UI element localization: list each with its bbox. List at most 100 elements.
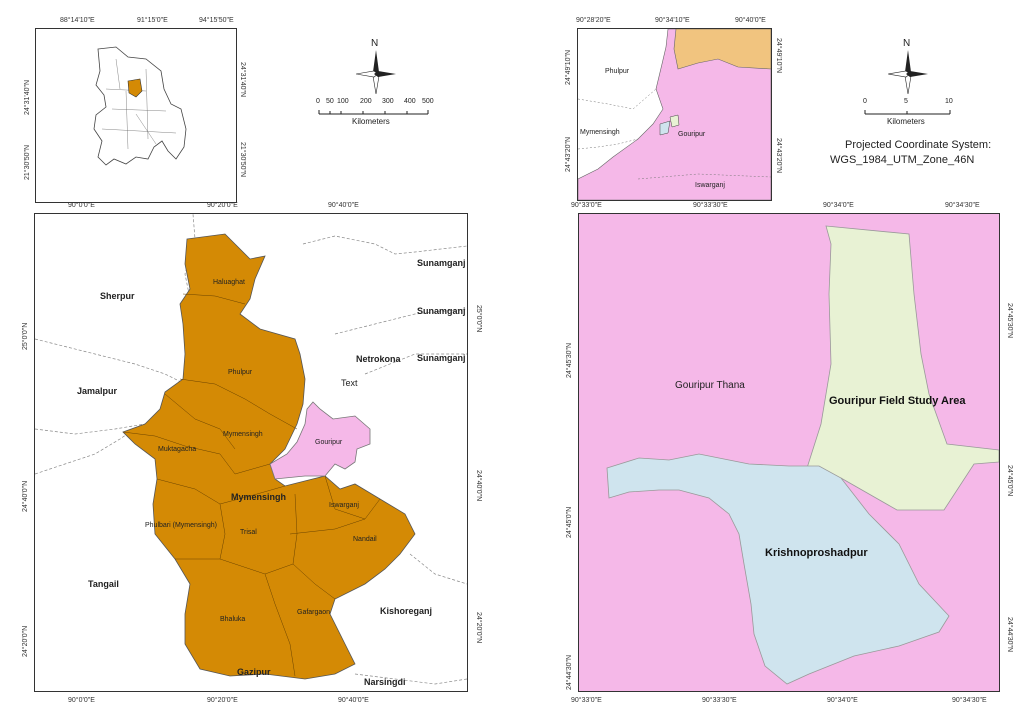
left-scale-tick-200: 200	[360, 98, 372, 105]
bangladesh-outline	[93, 46, 187, 166]
right-main-bottom-tick-3: 90°34'0"E	[827, 697, 858, 704]
left-inset-right-tick-2: 21°30'50"N	[239, 142, 246, 178]
right-main-right-tick-1: 24°45'30"N	[1006, 303, 1013, 339]
left-main-bottom-tick-3: 90°40'0"E	[338, 697, 369, 704]
right-inset-top-tick-1: 90°28'20"E	[576, 17, 611, 24]
left-scale-tick-0: 0	[316, 98, 320, 105]
center-label-mymensingh: Mymensingh	[231, 492, 287, 502]
right-north-arrow: N	[888, 38, 928, 98]
left-main-left-tick-1: 25°0'0"N	[22, 322, 29, 350]
right-inset-left-tick-1: 24°49'10"N	[565, 49, 572, 85]
inset-orange-area	[673, 29, 771, 70]
inset-label-mymensingh: Mymensingh	[580, 129, 620, 136]
inset-label-iswarganj: Iswarganj	[695, 182, 725, 189]
label-study-area: Gouripur Field Study Area	[829, 395, 966, 407]
district-label-narsingdi: Narsingdi	[364, 677, 406, 687]
right-main-top-tick-4: 90°34'30"E	[945, 202, 980, 209]
left-inset-left-tick-1: 24°31'40"N	[24, 79, 31, 115]
right-main-top-tick-2: 90°33'30"E	[693, 202, 728, 209]
left-main-right-tick-3: 24°20'0"N	[475, 612, 482, 644]
upazila-label-haluaghat: Haluaghat	[213, 279, 245, 286]
district-label-sunamganj-3: Sunamganj	[417, 353, 466, 363]
mymensingh-district	[122, 233, 416, 680]
left-inset-right-tick-1: 24°31'40"N	[239, 62, 246, 98]
left-scale-unit: Kilometers	[352, 117, 390, 126]
right-main-top-tick-1: 90°33'0"E	[571, 202, 602, 209]
right-inset-svg	[578, 29, 771, 200]
upazila-label-phulbari: Phulbari (Mymensingh)	[145, 522, 217, 529]
left-inset-top-tick-3: 94°15'50"E	[199, 17, 234, 24]
right-inset-map: Phulpur Mymensingh Gouripur Iswarganj	[577, 28, 772, 201]
left-north-arrow: N	[356, 38, 396, 98]
study-area-polygon	[806, 225, 999, 511]
upazila-label-mymensingh: Mymensingh	[223, 431, 263, 438]
upazila-label-gafargaon: Gafargaon	[297, 609, 331, 616]
district-label-sunamganj-2: Sunamganj	[417, 306, 466, 316]
upazila-label-iswarganj: Iswarganj	[329, 502, 359, 509]
left-main-top-tick-3: 90°40'0"E	[328, 202, 359, 209]
left-inset-left-tick-2: 21°30'50"N	[24, 144, 31, 180]
label-krishnoproshadpur: Krishnoproshadpur	[765, 547, 868, 559]
right-main-bottom-tick-1: 90°33'0"E	[571, 697, 602, 704]
district-label-netrokona: Netrokona	[356, 354, 401, 364]
right-main-map-svg	[606, 225, 999, 685]
district-label-sherpur: Sherpur	[100, 291, 135, 301]
right-inset-right-tick-1: 24°49'10"N	[775, 38, 782, 74]
left-main-map: Sherpur Jamalpur Tangail Gazipur Narsing…	[34, 213, 468, 692]
upazila-label-muktagacha: Muktagacha	[158, 446, 197, 453]
inset-label-phulpur: Phulpur	[605, 68, 630, 75]
left-scale-tick-50: 50	[326, 98, 334, 105]
projection-line-1: Projected Coordinate System:	[845, 139, 992, 151]
mymensingh-locator	[127, 78, 143, 98]
right-main-map: Gouripur Thana Gouripur Field Study Area…	[578, 213, 1000, 692]
right-scale-bar: 0 5 10 Kilometers	[862, 98, 956, 130]
left-main-right-tick-1: 25°0'0"N	[475, 305, 482, 333]
upazila-label-nandail: Nandail	[353, 536, 377, 543]
left-inset-top-tick-2: 91°15'0"E	[137, 17, 168, 24]
upazila-label-trisal: Trisal	[240, 529, 257, 536]
right-scale-tick-0: 0	[863, 98, 867, 105]
right-scale-tick-10: 10	[945, 98, 953, 105]
district-label-sunamganj-1: Sunamganj	[417, 258, 466, 268]
left-scale-bar: 0 50 100 200 300 400 500 Kilometers	[316, 98, 434, 130]
district-label-gazipur: Gazipur	[237, 667, 271, 677]
right-north-label: N	[903, 38, 911, 49]
krishnoproshadpur-polygon	[606, 453, 950, 685]
left-inset-top-tick-1: 88°14'10"E	[60, 17, 95, 24]
right-inset-top-tick-2: 90°34'10"E	[655, 17, 690, 24]
right-main-top-tick-3: 90°34'0"E	[823, 202, 854, 209]
left-main-left-tick-2: 24°40'0"N	[22, 480, 29, 512]
right-scale-tick-5: 5	[904, 98, 908, 105]
right-inset-top-tick-3: 90°40'0"E	[735, 17, 766, 24]
upazila-label-phulpur: Phulpur	[228, 369, 253, 376]
left-scale-tick-400: 400	[404, 98, 416, 105]
right-main-right-tick-3: 24°44'30"N	[1006, 617, 1013, 653]
left-scale-tick-100: 100	[337, 98, 349, 105]
text-placeholder: Text	[341, 378, 358, 388]
upazila-label-bhaluka: Bhaluka	[220, 616, 246, 623]
left-main-right-tick-2: 24°40'0"N	[475, 470, 482, 502]
north-arrow-icon	[888, 50, 928, 95]
left-north-label: N	[371, 38, 379, 49]
left-scale-tick-300: 300	[382, 98, 394, 105]
district-label-jamalpur: Jamalpur	[77, 386, 118, 396]
left-main-bottom-tick-1: 90°0'0"E	[68, 697, 95, 704]
inset-label-gouripur: Gouripur	[678, 131, 706, 138]
right-main-right-tick-2: 24°45'0"N	[1006, 465, 1013, 497]
right-main-left-tick-1: 24°45'30"N	[566, 342, 573, 378]
left-main-left-tick-3: 24°20'0"N	[22, 625, 29, 657]
left-scale-tick-500: 500	[422, 98, 434, 105]
right-scale-unit: Kilometers	[887, 117, 925, 126]
left-scale-line	[318, 110, 429, 115]
projection-line-2: WGS_1984_UTM_Zone_46N	[830, 154, 975, 166]
upazila-label-gouripur: Gouripur	[315, 439, 343, 446]
left-main-top-tick-1: 90°0'0"E	[68, 202, 95, 209]
right-main-left-tick-3: 24°44'30"N	[566, 654, 573, 690]
right-inset-left-tick-2: 24°43'20"N	[565, 136, 572, 172]
left-main-top-tick-2: 90°20'0"E	[207, 202, 238, 209]
district-label-tangail: Tangail	[88, 579, 119, 589]
north-arrow-icon	[356, 50, 396, 95]
district-label-kishoreganj: Kishoreganj	[380, 606, 433, 616]
left-inset-map	[35, 28, 237, 203]
right-inset-right-tick-2: 24°43'20"N	[775, 138, 782, 174]
